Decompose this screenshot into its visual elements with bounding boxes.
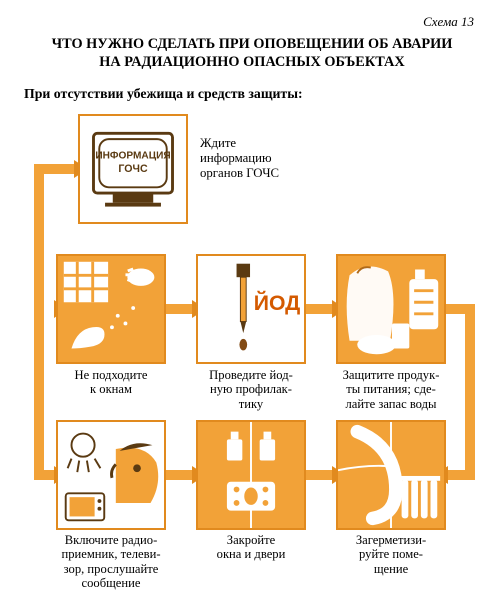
- caption-food: Защитите продук-ты питания; сде-лайте за…: [321, 368, 461, 411]
- svg-text:ИНФОРМАЦИЯ: ИНФОРМАЦИЯ: [95, 150, 170, 161]
- title-line-1: ЧТО НУЖНО СДЕЛАТЬ ПРИ ОПОВЕЩЕНИИ ОБ АВАР…: [52, 36, 453, 52]
- seal-room-icon: [336, 420, 446, 530]
- radio-tv-listen-icon: [56, 420, 166, 530]
- tv-caption-l3: органов ГОЧС: [200, 166, 279, 180]
- windows-danger-icon: [56, 254, 166, 364]
- tv-caption: Ждите информацию органов ГОЧС: [200, 136, 320, 182]
- iodine-icon: ЙОД: [196, 254, 306, 364]
- page-title: ЧТО НУЖНО СДЕЛАТЬ ПРИ ОПОВЕЩЕНИИ ОБ АВАР…: [24, 36, 480, 72]
- caption-windows: Не подходитек окнам: [41, 368, 181, 397]
- tv-caption-l1: Ждите: [200, 136, 236, 150]
- tv-caption-l2: информацию: [200, 151, 272, 165]
- svg-text:ГОЧС: ГОЧС: [118, 163, 148, 175]
- flow-diagram: ИНФОРМАЦИЯ ГОЧС Ждите информацию органов…: [24, 112, 480, 562]
- food-water-icon: [336, 254, 446, 364]
- caption-seal: Загерметизи-руйте поме-щение: [321, 533, 461, 576]
- section-subhead: При отсутствии убежища и средств защиты:: [24, 86, 480, 102]
- scheme-label: Схема 13: [24, 14, 480, 30]
- tv-info-icon: ИНФОРМАЦИЯ ГОЧС: [78, 114, 188, 224]
- close-windows-doors-icon: [196, 420, 306, 530]
- caption-iodine: Проведите йод-ную профилак-тику: [181, 368, 321, 411]
- svg-text:ЙОД: ЙОД: [254, 290, 301, 315]
- title-line-2: НА РАДИАЦИОННО ОПАСНЫХ ОБЪЕКТАХ: [99, 54, 404, 70]
- caption-close: Закройтеокна и двери: [181, 533, 321, 562]
- caption-radio: Включите радио-приемник, телеви-зор, про…: [41, 533, 181, 591]
